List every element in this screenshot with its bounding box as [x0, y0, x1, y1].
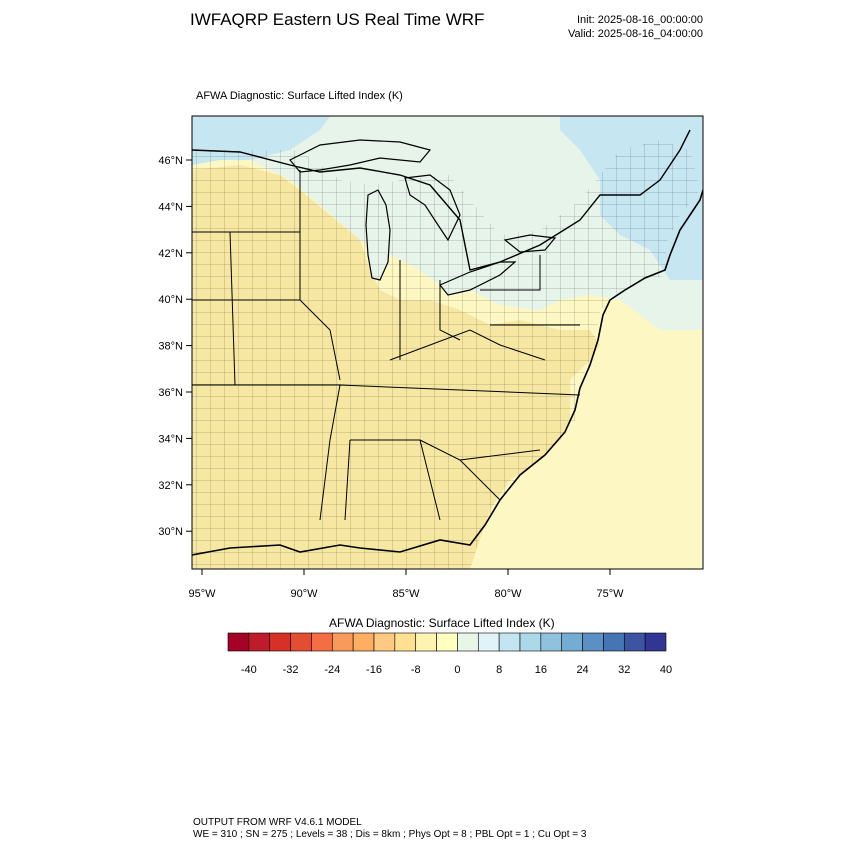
lon-label: 85°W: [392, 588, 420, 600]
legend-swatch: [561, 632, 583, 652]
legend-swatch: [540, 632, 563, 652]
legend-colorbar: [227, 632, 667, 652]
legend-swatch: [331, 632, 354, 652]
longitude-axis: 95°W 90°W 85°W 80°W 75°W: [188, 569, 624, 600]
legend-swatch: [582, 632, 604, 652]
valid-time: Valid: 2025-08-16_04:00:00: [568, 28, 703, 40]
legend-label: -40: [241, 664, 257, 676]
legend-label: 24: [576, 664, 588, 676]
legend-label: 8: [496, 664, 502, 676]
footer-model-line: OUTPUT FROM WRF V4.6.1 MODEL: [193, 817, 362, 828]
lat-label: 46°N: [158, 155, 183, 167]
canada-border: [192, 129, 691, 271]
lon-label: 90°W: [290, 588, 318, 600]
lat-label: 38°N: [158, 341, 183, 353]
legend-swatch: [290, 632, 312, 652]
footer-config-line: WE = 310 ; SN = 275 ; Levels = 38 ; Dis …: [193, 829, 587, 840]
state-borders: [192, 170, 581, 521]
legend-label: -32: [283, 664, 299, 676]
lat-label: 32°N: [158, 480, 183, 492]
legend-label: 0: [454, 664, 460, 676]
legend-label: -8: [411, 664, 421, 676]
legend-swatch: [477, 632, 500, 652]
coastline: [192, 189, 703, 556]
legend-label: -16: [366, 664, 382, 676]
legend-labels: -40 -32 -24 -16 -8 0 8 16 24 32 40: [241, 664, 672, 676]
page-title: IWFAQRP Eastern US Real Time WRF: [190, 10, 485, 29]
legend-swatch: [373, 632, 396, 652]
legend-swatch: [227, 632, 250, 652]
legend-swatch: [623, 632, 646, 652]
legend-swatch: [644, 632, 667, 652]
legend-swatch: [248, 632, 271, 652]
legend-swatch: [519, 632, 542, 652]
legend-swatch: [311, 632, 333, 652]
legend-swatch: [436, 632, 458, 652]
lon-label: 80°W: [494, 588, 522, 600]
legend-title: AFWA Diagnostic: Surface Lifted Index (K…: [329, 616, 555, 630]
lat-label: 44°N: [158, 201, 183, 213]
legend-swatch: [498, 632, 521, 652]
map-area: [192, 116, 703, 569]
lat-label: 30°N: [158, 526, 183, 538]
legend-swatch: [415, 632, 437, 652]
legend-swatch: [394, 632, 417, 652]
lon-label: 95°W: [188, 588, 216, 600]
map-subtitle: AFWA Diagnostic: Surface Lifted Index (K…: [196, 90, 403, 102]
map-frame: [191, 115, 704, 570]
init-time: Init: 2025-08-16_00:00:00: [577, 14, 703, 26]
legend-label: 32: [618, 664, 630, 676]
legend-label: 40: [660, 664, 672, 676]
legend-swatch: [457, 632, 479, 652]
legend-swatch: [269, 632, 291, 652]
latitude-axis: 46°N 44°N 42°N 40°N 38°N 36°N 34°N 32°N 30°N: [158, 155, 192, 538]
lat-label: 40°N: [158, 294, 183, 306]
lat-label: 34°N: [158, 433, 183, 445]
legend-label: 16: [535, 664, 547, 676]
legend-swatch: [603, 632, 625, 652]
legend-label: -24: [324, 664, 340, 676]
lon-label: 75°W: [596, 588, 624, 600]
lat-label: 36°N: [158, 387, 183, 399]
lat-label: 42°N: [158, 248, 183, 260]
legend-swatch: [352, 632, 375, 652]
county-lines: [192, 140, 700, 569]
